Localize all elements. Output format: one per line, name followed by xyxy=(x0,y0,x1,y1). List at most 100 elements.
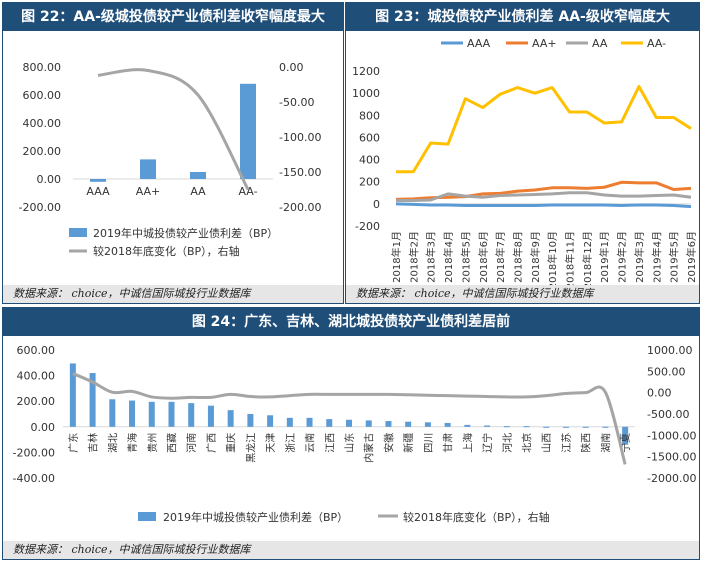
y-tick-label: 200 xyxy=(359,176,380,189)
bar-AA xyxy=(190,172,206,179)
bar-广东 xyxy=(69,363,76,427)
x-tick-label: 湖北 xyxy=(107,433,119,453)
figure-23-panel: 图 23：城投债较产业债利差 AA-级收窄幅度大 1200 1000 800 600 4… xyxy=(345,2,700,304)
x-tick-label: 山东 xyxy=(343,433,356,453)
x-tick-label: 黑龙江 xyxy=(244,433,257,463)
x-tick-label: 辽宁 xyxy=(481,433,494,453)
x-tick-label: 湖南 xyxy=(599,433,612,453)
bar-陕西 xyxy=(582,426,589,428)
legend-label-AA-: AA- xyxy=(647,37,666,50)
y-tick-left-label: 0.00 xyxy=(31,421,56,434)
bar-山东 xyxy=(346,419,352,427)
y-tick-left-label: 200.00 xyxy=(17,395,56,408)
figure-24-source: 数据来源： choice，中诚信国际城投行业数据库 xyxy=(3,541,699,559)
figure-23-title: 图 23：城投债较产业债利差 AA-级收窄幅度大 xyxy=(346,3,699,31)
figure-23-chart: 1200 1000 800 600 400 200 0 -200 2018年1月 2018年2月 2… xyxy=(352,37,698,289)
y-tick-label: 600 xyxy=(359,131,380,144)
y-tick-left-label: 0.00 xyxy=(37,173,62,186)
figure-24-title: 图 24：广东、吉林、湖北城投债较产业债利差居前 xyxy=(3,308,699,336)
bar-吉林 xyxy=(89,373,96,427)
y-tick-left-label: 400.00 xyxy=(23,117,62,130)
x-tick-label: 2019年6月 xyxy=(685,231,698,283)
y-tick-label: -200 xyxy=(355,220,380,233)
bar-甘肃 xyxy=(444,422,451,427)
bar-重庆 xyxy=(227,410,234,427)
x-tick-label: 2019年3月 xyxy=(633,231,646,283)
x-tick-label: 重庆 xyxy=(225,433,238,453)
legend-line-label: 较2018年底变化（BP），右轴 xyxy=(93,244,240,258)
x-tick-label: 2018年5月 xyxy=(459,231,472,283)
legend-label-AA+: AA+ xyxy=(532,37,557,50)
y-tick-right-label: -2000.00 xyxy=(647,472,696,485)
x-tick-label: 2018年12月 xyxy=(581,231,594,289)
bar-新疆 xyxy=(405,421,412,427)
bar-江西 xyxy=(326,419,333,427)
y-tick-right-label: 0.00 xyxy=(279,61,304,74)
bar-北京 xyxy=(523,426,530,428)
figure-22-panel: 图 22：AA-级城投债较产业债利差收窄幅度最大 800.00 600.00 400… xyxy=(2,2,344,304)
y-tick-left-label: 400.00 xyxy=(17,370,56,383)
figure-22-source: 数据来源： choice，中诚信国际城投行业数据库 xyxy=(3,285,343,303)
y-tick-left-label: 600.00 xyxy=(17,344,56,357)
y-tick-right-label: -1500.00 xyxy=(647,451,696,464)
y-tick-right-label: 500.00 xyxy=(647,365,686,378)
bar-黑龙江 xyxy=(247,414,254,427)
y-tick-left-label: 600.00 xyxy=(23,89,62,102)
bar-湖南 xyxy=(602,426,609,428)
bar-西藏 xyxy=(168,401,175,427)
bar-浙江 xyxy=(286,417,293,427)
y-tick-label: 1200 xyxy=(352,65,380,78)
change-line xyxy=(97,68,250,191)
legend-line-label: 较2018年底变化（BP），右轴 xyxy=(403,510,550,524)
bar-江苏 xyxy=(562,426,569,428)
x-tick-label: 2018年4月 xyxy=(442,231,455,283)
y-tick-right-label: -50.00 xyxy=(279,96,314,109)
x-tick-label: 2019年5月 xyxy=(668,231,681,283)
bar-安徽 xyxy=(385,421,392,427)
x-tick-label: 江西 xyxy=(324,433,336,453)
legend-bar-swatch xyxy=(138,512,156,521)
y-tick-left-label: -200.00 xyxy=(13,446,55,459)
legend-label-AAA: AAA xyxy=(467,37,491,50)
bar-广西 xyxy=(207,405,214,427)
bar-湖北 xyxy=(109,399,116,427)
x-tick-label: 新疆 xyxy=(402,433,415,453)
bar-宁夏 xyxy=(622,426,629,445)
x-tick-label: 北京 xyxy=(521,433,534,453)
y-tick-right-label: 1000.00 xyxy=(647,344,693,357)
bar-AA+ xyxy=(140,159,156,179)
series-line-AA- xyxy=(396,85,692,174)
x-tick-label: 上海 xyxy=(461,433,474,453)
x-tick-label: 2018年7月 xyxy=(494,231,507,283)
x-tick-label: 甘肃 xyxy=(442,433,455,453)
x-tick-label: 2018年2月 xyxy=(407,231,420,283)
x-tick-label: 广东 xyxy=(67,433,80,453)
x-tick-label: 2018年1月 xyxy=(390,231,403,283)
x-tick-label: 河北 xyxy=(502,433,514,453)
bar-河南 xyxy=(188,403,195,427)
x-tick-label: 陕西 xyxy=(580,433,593,453)
x-tick-label: 山西 xyxy=(541,433,553,453)
series-line-AA+ xyxy=(395,180,692,201)
series-line-AA xyxy=(396,191,692,203)
x-tick-label: 2019年2月 xyxy=(616,231,629,283)
bar-AAA xyxy=(90,179,106,182)
x-tick-label: 江苏 xyxy=(560,433,573,453)
x-tick-label: AA- xyxy=(238,185,257,198)
figure-22-chart: 800.00 600.00 400.00 200.00 0.00 -200.00 0.00 -… xyxy=(19,61,322,258)
x-tick-label: 河南 xyxy=(185,433,198,453)
bar-内蒙古 xyxy=(365,420,372,427)
x-tick-label: AAA xyxy=(86,185,110,198)
x-tick-label: 2018年9月 xyxy=(529,231,542,283)
y-tick-label: 0 xyxy=(373,198,380,211)
figure-24-panel: 图 24：广东、吉林、湖北城投债较产业债利差居前 600.00 400.00 200… xyxy=(2,307,700,560)
x-tick-label: 2018年11月 xyxy=(564,231,577,289)
x-tick-label: 2018年6月 xyxy=(477,231,490,283)
y-tick-label: 800 xyxy=(359,109,380,122)
bar-AA- xyxy=(240,83,256,179)
y-tick-right-label: -1000.00 xyxy=(647,429,696,442)
figure-22-title: 图 22：AA-级城投债较产业债利差收窄幅度最大 xyxy=(3,3,343,31)
figure-24-chart: 600.00 400.00 200.00 0.00 -200.00 -400.00 1000… xyxy=(13,344,697,524)
bar-贵州 xyxy=(148,401,155,427)
x-tick-label: 安徽 xyxy=(382,433,395,453)
